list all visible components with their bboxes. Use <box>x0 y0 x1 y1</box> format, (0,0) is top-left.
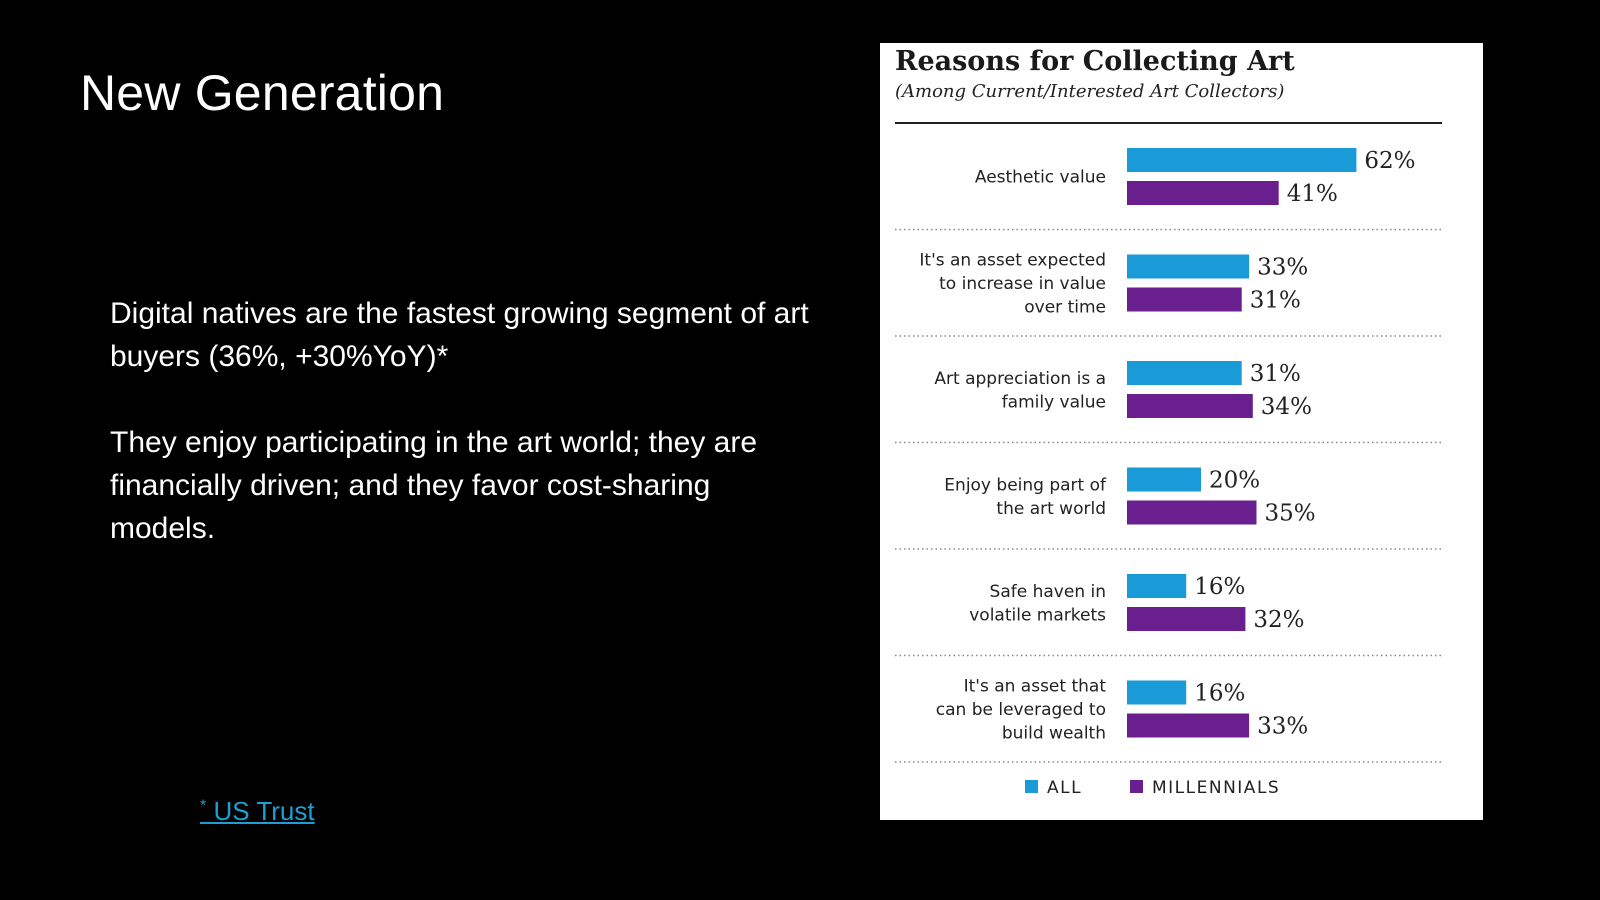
chart-subtitle: (Among Current/Interested Art Collectors… <box>895 81 1284 102</box>
category-label: to increase in value <box>939 274 1106 294</box>
bar-millennials <box>1127 713 1250 738</box>
category-label: over time <box>1024 298 1106 318</box>
paragraph-digital-natives: Digital natives are the fastest growing … <box>110 297 809 373</box>
legend-label-all: ALL <box>1047 778 1082 798</box>
value-label-millennials: 41% <box>1287 181 1338 207</box>
bar-all <box>1127 467 1201 492</box>
legend-swatch-millennials <box>1130 780 1143 793</box>
category-label: the art world <box>996 499 1106 519</box>
bar-all <box>1127 148 1357 172</box>
legend-label-millennials: MILLENNIALS <box>1152 778 1280 798</box>
category-label: can be leveraged to <box>936 700 1106 720</box>
legend-swatch-all <box>1025 780 1038 793</box>
value-label-millennials: 31% <box>1250 288 1301 314</box>
value-label-millennials: 34% <box>1261 394 1312 420</box>
footnote-label: US Trust <box>213 796 315 826</box>
bar-millennials <box>1127 607 1246 631</box>
bar-millennials <box>1127 287 1242 312</box>
us-trust-footnote-link[interactable]: * US Trust <box>200 796 315 827</box>
category-label: Safe haven in <box>990 582 1106 602</box>
value-label-millennials: 33% <box>1257 714 1308 740</box>
category-label: family value <box>1002 392 1106 412</box>
category-label: Enjoy being part of <box>944 475 1107 495</box>
bar-millennials <box>1127 500 1257 525</box>
bar-all <box>1127 574 1187 598</box>
value-label-millennials: 32% <box>1253 607 1304 633</box>
bar-millennials <box>1127 394 1253 418</box>
body-text: Digital natives are the fastest growing … <box>110 292 810 593</box>
chart-card: Reasons for Collecting Art (Among Current… <box>880 43 1483 820</box>
category-label: Art appreciation is a <box>934 369 1106 389</box>
category-label: volatile markets <box>969 605 1106 625</box>
category-label: It's an asset that <box>964 677 1107 697</box>
paragraph-art-world: They enjoy participating in the art worl… <box>110 426 758 545</box>
value-label-all: 31% <box>1250 361 1301 387</box>
category-label: It's an asset expected <box>919 251 1106 271</box>
value-label-all: 62% <box>1364 148 1415 174</box>
footnote-star: * <box>200 797 207 815</box>
value-label-millennials: 35% <box>1265 501 1316 527</box>
category-label: Aesthetic value <box>975 168 1106 188</box>
bar-all <box>1127 254 1250 279</box>
bar-all <box>1127 361 1242 385</box>
value-label-all: 20% <box>1209 468 1260 494</box>
bar-all <box>1127 680 1187 705</box>
value-label-all: 16% <box>1194 574 1245 600</box>
chart-title: Reasons for Collecting Art <box>895 46 1295 77</box>
reasons-chart: Reasons for Collecting Art (Among Current… <box>895 46 1442 798</box>
category-label: build wealth <box>1002 724 1106 744</box>
value-label-all: 16% <box>1194 681 1245 707</box>
value-label-all: 33% <box>1257 255 1308 281</box>
slide-title: New Generation <box>80 65 445 121</box>
bar-millennials <box>1127 181 1279 205</box>
